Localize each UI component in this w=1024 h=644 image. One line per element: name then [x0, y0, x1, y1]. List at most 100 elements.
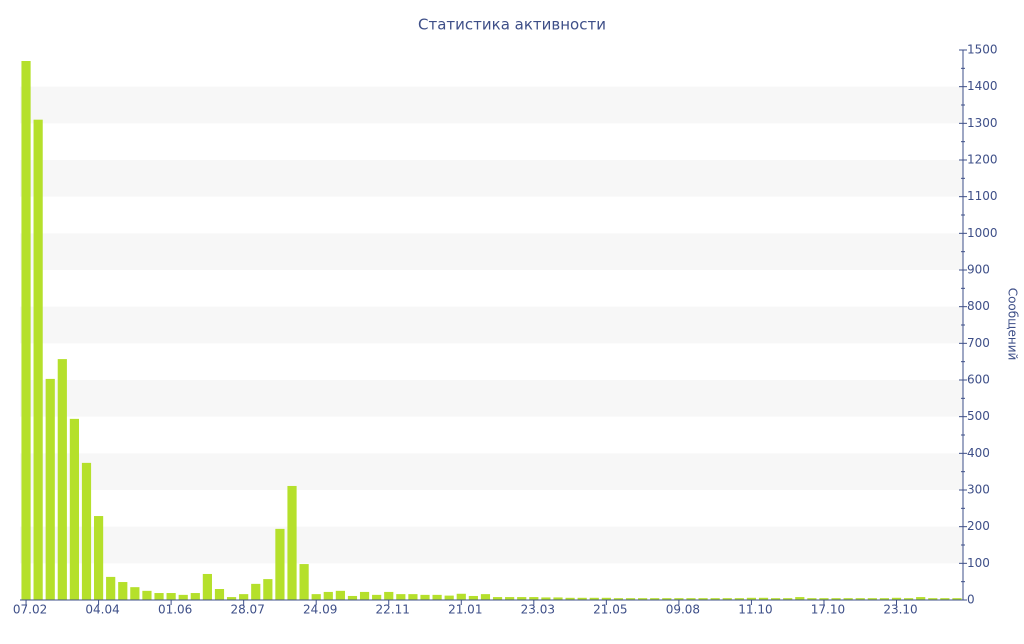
bar [335, 590, 345, 600]
bar [698, 598, 708, 600]
bar [553, 597, 563, 600]
bar [251, 583, 261, 600]
bar [879, 598, 890, 600]
bar [916, 597, 926, 600]
y-tick-label: 500 [967, 409, 990, 423]
x-tick-label: 23.10 [883, 603, 917, 617]
bar [408, 594, 418, 600]
bar [843, 598, 853, 600]
y-tick-label: 0 [967, 593, 975, 607]
bar [505, 597, 515, 600]
bar [118, 582, 128, 600]
x-tick-label: 28.07 [230, 603, 264, 617]
grid-band [20, 453, 963, 490]
y-tick-label: 200 [967, 519, 990, 533]
bar [202, 573, 212, 600]
bar [662, 598, 672, 600]
x-tick-label: 23.03 [521, 603, 555, 617]
x-tick-label: 24.09 [303, 603, 337, 617]
bar [541, 597, 551, 600]
bar [492, 597, 503, 600]
grid-band [20, 526, 963, 564]
bar [142, 590, 152, 600]
bar [638, 598, 648, 600]
bar [239, 594, 249, 600]
bar [287, 485, 297, 600]
bar [722, 598, 732, 600]
y-tick-label: 1500 [967, 43, 998, 57]
bar [831, 598, 841, 600]
bar [214, 589, 225, 600]
y-tick-label: 100 [967, 556, 990, 570]
x-tick-label: 07.02 [13, 603, 47, 617]
bar [384, 591, 394, 600]
x-tick-label: 01.06 [158, 603, 192, 617]
bar [517, 597, 527, 600]
y-tick-label: 600 [967, 373, 990, 387]
x-tick-label: 04.04 [85, 603, 119, 617]
y-tick-label: 1400 [967, 79, 998, 93]
bar [601, 597, 611, 600]
bar [166, 593, 176, 600]
bar [106, 576, 116, 600]
bar [650, 598, 660, 600]
x-tick-label: 21.05 [593, 603, 627, 617]
y-tick-label: 800 [967, 299, 990, 313]
bar [420, 594, 430, 600]
bar [347, 595, 358, 600]
bar [190, 593, 200, 600]
bar [625, 598, 636, 600]
x-tick-label: 17.10 [811, 603, 845, 617]
x-tick-label: 09.08 [666, 603, 700, 617]
y-tick-label: 300 [967, 483, 990, 497]
bar [130, 587, 140, 600]
x-tick-label: 22.11 [376, 603, 410, 617]
grid-band [20, 160, 963, 197]
bar [323, 591, 333, 600]
bar [855, 598, 865, 600]
bar [396, 594, 406, 600]
bar [21, 61, 31, 600]
bar [577, 597, 587, 600]
y-tick-label: 1200 [967, 153, 998, 167]
bar [93, 516, 104, 600]
bar [904, 598, 914, 600]
bar [795, 597, 805, 600]
y-tick-label: 1000 [967, 226, 998, 240]
grid-band [20, 233, 963, 270]
bar [928, 598, 938, 600]
bar [613, 598, 624, 600]
y-tick-label: 400 [967, 446, 990, 460]
bar [57, 359, 67, 600]
x-tick-label: 11.10 [738, 603, 772, 617]
bar [480, 594, 491, 600]
bar [432, 594, 442, 600]
bar [226, 597, 237, 600]
bar [771, 598, 781, 600]
bar [734, 598, 744, 600]
bar [758, 597, 769, 600]
grid-band [20, 306, 963, 344]
bar [311, 594, 321, 600]
bar [154, 593, 164, 600]
y-tick-label: 1100 [967, 189, 998, 203]
bar [565, 597, 575, 600]
bar [867, 598, 877, 600]
bar [45, 378, 55, 600]
bar [529, 597, 539, 600]
bar [359, 591, 370, 600]
y-tick-label: 1300 [967, 116, 998, 130]
y-axis-label: Сообщений [1006, 288, 1020, 361]
bar [783, 598, 793, 600]
chart-title: Статистика активности [418, 16, 606, 34]
bar [33, 119, 43, 601]
bar [589, 597, 599, 600]
bar [891, 597, 902, 600]
bar [746, 597, 757, 600]
x-tick-label: 21.01 [448, 603, 482, 617]
bar [674, 598, 684, 600]
grid-band [20, 380, 963, 417]
bar [710, 598, 720, 600]
bar [444, 595, 454, 600]
bar [940, 598, 950, 600]
